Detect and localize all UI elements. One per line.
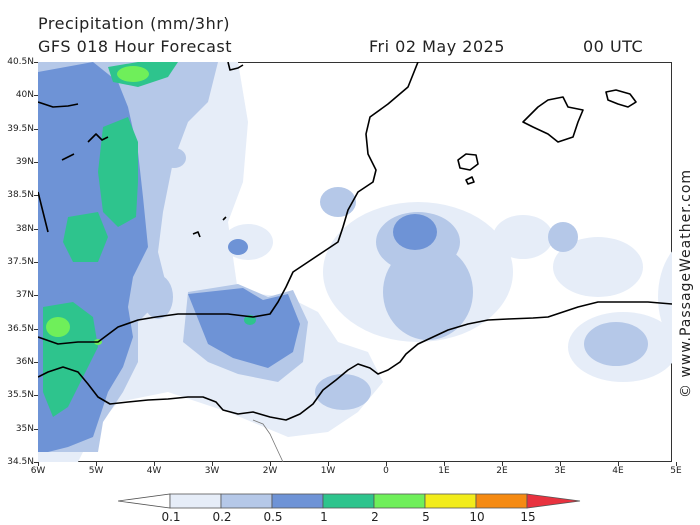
forecast-time: 00 UTC [583, 37, 644, 56]
lat-tick [34, 195, 38, 197]
forecast-date: Fri 02 May 2025 [369, 37, 505, 56]
lat-tick [34, 328, 38, 330]
lon-label: 5E [670, 466, 682, 476]
lat-label: 34.5N [7, 457, 34, 467]
lat-label: 35.5N [7, 390, 34, 400]
color-legend [118, 493, 581, 509]
lat-label: 36N [15, 357, 34, 367]
lon-tick [502, 462, 503, 466]
legend-swatch [322, 493, 375, 509]
legend-label: 0.2 [212, 510, 232, 524]
legend-label: 0.5 [263, 510, 283, 524]
lat-tick [34, 62, 38, 63]
lon-label: 3W [204, 466, 220, 476]
lat-label: 38.5N [7, 190, 34, 200]
legend-label: 5 [422, 510, 430, 524]
lat-tick [34, 95, 38, 97]
legend-label: 10 [469, 510, 485, 524]
lat-label: 39N [15, 157, 34, 167]
lat-tick [34, 395, 38, 397]
lat-label: 37.5N [7, 257, 34, 267]
lon-tick [676, 462, 677, 466]
legend-label: 2 [371, 510, 379, 524]
lat-tick [34, 262, 38, 263]
lon-label: 6W [30, 466, 46, 476]
legend-arrow-left [118, 493, 171, 509]
lat-tick [34, 295, 38, 297]
lon-tick [386, 462, 387, 466]
lat-tick [34, 462, 38, 463]
lon-tick [154, 462, 155, 466]
forecast-model: GFS 018 Hour Forecast [38, 37, 233, 56]
lat-label: 40N [15, 90, 34, 100]
lon-tick [618, 462, 619, 466]
lon-label: 2W [262, 466, 278, 476]
legend-label: 1 [320, 510, 328, 524]
precipitation-map [38, 62, 672, 462]
lat-label: 37N [15, 290, 34, 300]
legend-swatch [424, 493, 477, 509]
lon-tick [270, 462, 271, 466]
lon-label: 1E [438, 466, 450, 476]
lat-tick [34, 362, 38, 363]
legend-swatch [373, 493, 426, 509]
lat-label: 35N [15, 424, 34, 434]
lon-label: 0 [383, 466, 389, 476]
lon-tick [444, 462, 445, 466]
lon-label: 4E [612, 466, 624, 476]
border-line [252, 419, 284, 462]
lat-tick [34, 162, 38, 163]
lon-tick [38, 462, 39, 466]
legend-swatch [220, 493, 273, 509]
legend-swatch [169, 493, 222, 509]
lon-label: 2E [496, 466, 508, 476]
lon-label: 5W [88, 466, 104, 476]
lat-label: 39.5N [7, 124, 34, 134]
lon-label: 4W [146, 466, 162, 476]
legend-swatch [475, 493, 528, 509]
chart-title: Precipitation (mm/3hr) [38, 14, 231, 33]
lon-tick [96, 462, 97, 466]
lat-label: 36.5N [7, 324, 34, 334]
lat-label: 38N [15, 224, 34, 234]
lon-tick [328, 462, 329, 466]
lat-label: 40.5N [7, 57, 34, 67]
lon-tick [212, 462, 213, 466]
watermark-credit: © www.PassageWeather.com [678, 168, 694, 398]
lat-tick [34, 128, 38, 130]
lon-label: 3E [554, 466, 566, 476]
lon-tick [560, 462, 561, 466]
legend-label: 15 [520, 510, 536, 524]
lat-tick [34, 228, 38, 230]
legend-swatch [271, 493, 324, 509]
coastline [38, 62, 672, 421]
lat-tick [34, 428, 38, 430]
legend-label: 0.1 [161, 510, 181, 524]
legend-arrow-right [526, 493, 581, 509]
lon-label: 1W [320, 466, 336, 476]
